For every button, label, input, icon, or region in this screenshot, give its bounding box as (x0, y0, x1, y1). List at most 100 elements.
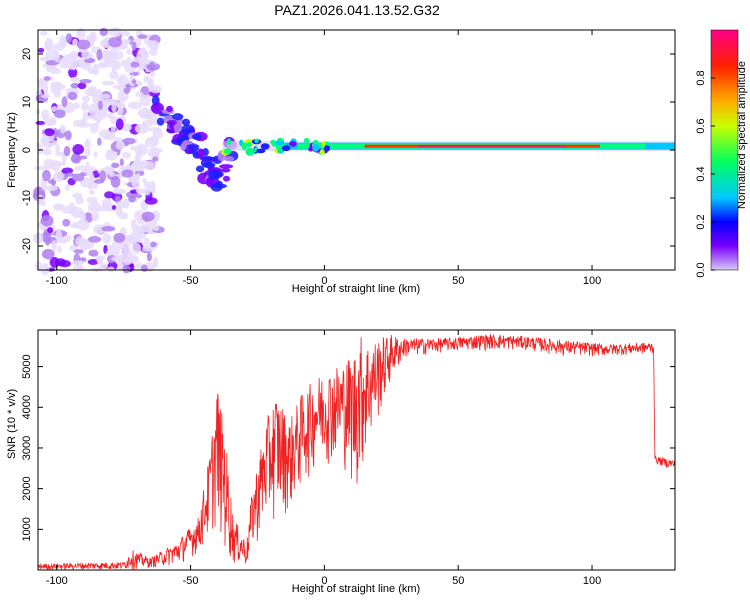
x-tick-label: 50 (452, 575, 464, 587)
y-tick-label: 1000 (21, 517, 33, 541)
y-tick-label: 20 (21, 48, 33, 60)
x-tick-label: 0 (321, 575, 327, 587)
spectral-blob (181, 118, 191, 126)
spectral-blob (137, 34, 148, 39)
spectral-blob (150, 241, 157, 248)
spectral-blob (44, 128, 55, 137)
chart-title: PAZ1.2026.041.13.52.G32 (274, 2, 440, 18)
spectral-blob (97, 100, 103, 110)
spectral-blob (79, 79, 92, 84)
spectral-blob (35, 120, 46, 125)
spectral-blob (138, 47, 148, 56)
y-tick-label: 2000 (21, 476, 33, 500)
spectral-blob (88, 189, 95, 195)
spectral-blob (64, 130, 72, 141)
spectrogram-marks (32, 27, 676, 276)
spectral-blob (43, 158, 55, 169)
spectral-blob (40, 31, 48, 36)
spectral-blob (219, 164, 234, 169)
spectral-blob (43, 184, 58, 192)
spectral-blob (133, 156, 141, 169)
spectral-blob (112, 188, 127, 195)
spectral-blob (40, 214, 54, 227)
colorbar-ticks: 0.0 0.2 0.4 0.6 0.8 (695, 70, 715, 278)
spectral-blob (323, 145, 331, 152)
spectral-blob (148, 147, 163, 154)
spectral-blob (80, 101, 89, 112)
snr-y-ticks: 1000 2000 3000 4000 5000 (21, 354, 675, 542)
spectral-blob (40, 263, 50, 276)
spectral-blob (79, 211, 85, 221)
spectral-blob (89, 122, 99, 134)
spectral-blob (72, 173, 85, 182)
spectral-blob (70, 82, 80, 89)
spectral-blob (78, 238, 89, 251)
spectral-blob (308, 147, 314, 152)
spectral-blob (113, 84, 127, 90)
spectral-blob (67, 91, 78, 101)
spectral-blob (245, 147, 255, 156)
spectral-blob (102, 233, 112, 244)
spectral-blob (98, 62, 108, 69)
spectral-blob (71, 58, 77, 71)
spectral-blob (137, 232, 146, 240)
x-tick-label: 100 (583, 275, 601, 287)
spectral-blob (223, 148, 232, 155)
spectral-blob (42, 169, 51, 182)
x-tick-label: 0 (321, 275, 327, 287)
spectral-blob (281, 145, 291, 152)
spectral-blob (60, 161, 66, 166)
spectral-blob (110, 125, 116, 136)
spectral-blob (144, 112, 154, 119)
spectral-blob (76, 39, 91, 50)
x-tick-label: -50 (183, 575, 199, 587)
spectral-blob (139, 166, 144, 172)
spectral-blob (47, 227, 54, 234)
spectral-blob (181, 124, 195, 135)
spectral-blob (93, 224, 106, 235)
colorbar-tick-label: 0.0 (695, 262, 707, 277)
spectral-blob (131, 79, 137, 84)
colorbar-tick-label: 0.2 (695, 214, 707, 229)
spectral-blob (130, 145, 136, 151)
spectral-blob (127, 101, 142, 110)
spectral-blob (35, 261, 42, 271)
spectral-blob (195, 165, 205, 173)
spectral-blob (40, 178, 48, 190)
spectral-blob (122, 137, 136, 145)
x-tick-label: -100 (46, 575, 68, 587)
spectral-blob (65, 172, 75, 177)
spectral-blob (98, 129, 112, 139)
spectral-blob (97, 137, 102, 146)
carrier-band-peak (418, 145, 566, 148)
spectral-blob (89, 172, 95, 185)
spectral-blob (146, 252, 152, 262)
spectral-blob (105, 153, 118, 161)
spectral-blob (122, 264, 131, 274)
spectral-blob (134, 143, 148, 156)
spectral-blob (69, 223, 80, 228)
spectral-blob (33, 166, 48, 171)
spectrogram-y-axis-label: Frequency (Hz) (6, 112, 18, 188)
snr-x-ticks: -100 -50 0 50 100 (46, 330, 601, 587)
spectral-blob (141, 211, 155, 222)
y-tick-label: 4000 (21, 395, 33, 419)
x-tick-label: 50 (452, 275, 464, 287)
spectral-blob (50, 116, 56, 122)
spectral-blob (84, 88, 99, 97)
spectral-blob (37, 47, 45, 53)
spectral-blob (99, 170, 107, 182)
spectral-blob (54, 52, 60, 63)
spectral-blob (118, 74, 128, 86)
spectral-blob (256, 148, 266, 154)
spectral-blob (107, 266, 115, 273)
spectral-blob (116, 101, 126, 110)
colorbar-gradient (710, 29, 739, 271)
spectral-blob (123, 39, 132, 44)
spectral-blob (72, 38, 78, 47)
x-tick-label: 100 (583, 575, 601, 587)
snr-y-axis-label: SNR (10 * v/v) (6, 389, 18, 459)
snr-frame (37, 329, 676, 571)
